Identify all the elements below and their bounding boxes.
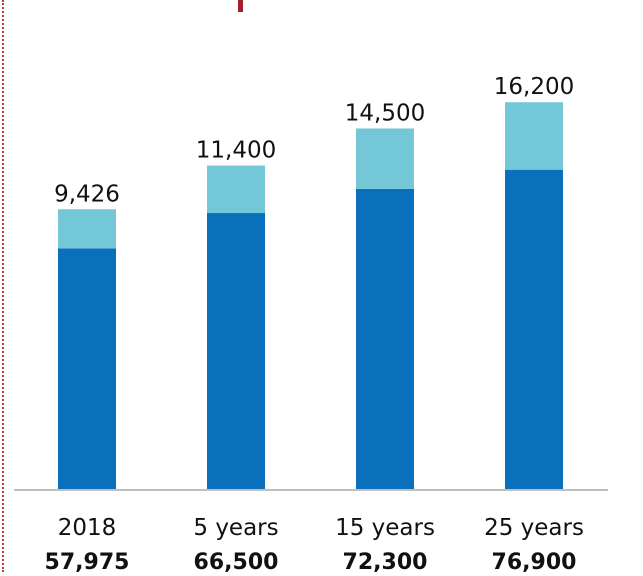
title-glyph: [238, 0, 243, 12]
title-fragment: [178, 0, 268, 12]
bar-segment-secondary: [207, 165, 265, 214]
data-label: 9,426: [54, 181, 120, 207]
category-total-label: 57,975: [45, 550, 130, 572]
dotted-divider: [2, 0, 4, 572]
tick-label: 5 years: [193, 515, 278, 541]
category-total-label: 76,900: [492, 550, 577, 572]
data-label: 16,200: [494, 74, 574, 100]
bar-segment-secondary: [505, 102, 563, 170]
tick-label: 2018: [58, 515, 117, 541]
tick-label: 15 years: [335, 515, 435, 541]
title-glyph: [178, 0, 212, 12]
bar-segment-secondary: [58, 209, 116, 249]
bar-segment-primary: [356, 188, 414, 491]
bar-segment-secondary: [356, 128, 414, 189]
bar-segment-primary: [207, 213, 265, 490]
bar-segment-primary: [505, 169, 563, 491]
tick-label: 25 years: [484, 515, 584, 541]
bar-segment-primary: [58, 248, 116, 490]
data-label: 14,500: [345, 100, 425, 126]
category-total-label: 66,500: [194, 550, 279, 572]
category-total-label: 72,300: [343, 550, 428, 572]
data-label: 11,400: [196, 138, 276, 164]
